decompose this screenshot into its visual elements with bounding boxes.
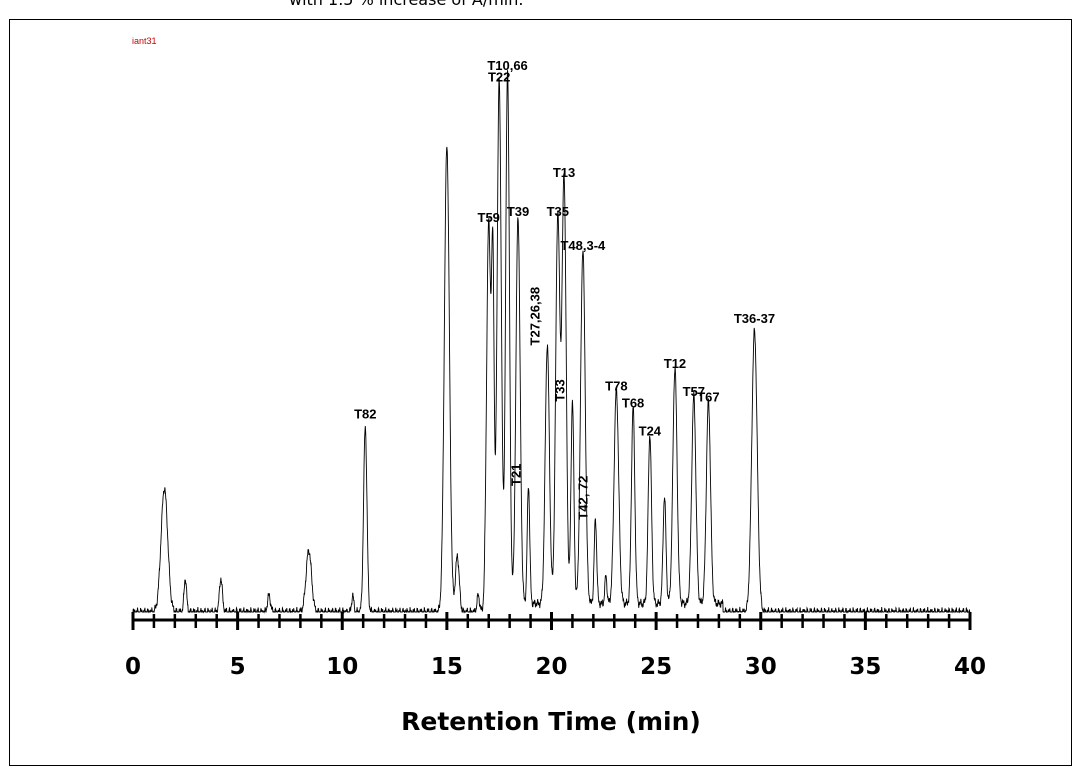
x-axis-title: Retention Time (min) [401,707,701,736]
peak-label: T22 [488,69,510,84]
peak-label: T57 [683,384,705,399]
x-tick-label: 10 [326,654,358,680]
x-tick-label: 35 [849,654,881,680]
peak-label: T42, 72 [575,476,590,520]
peak-label: T35 [547,204,569,219]
peak-label: T21 [508,464,523,486]
x-tick-label: 30 [745,654,777,680]
peak-label: T10,66 [487,58,527,73]
x-tick-label: 40 [954,654,986,680]
peak-label: T39 [507,204,529,219]
peak-label: T33 [552,379,567,401]
x-tick-label: 0 [125,654,141,680]
peak-label: T82 [354,407,376,422]
header-text: with 1.5 % increase of A/min. [289,0,523,9]
peak-label: T78 [605,378,627,393]
corner-label: iant31 [132,36,157,46]
peak-label: T67 [697,390,719,405]
x-tick-label: 25 [640,654,672,680]
peak-label: T48,3-4 [560,238,606,253]
trace-layer [132,70,971,614]
peak-label: T24 [639,423,662,438]
x-axis: 0 5 10 15 20 25 30 35 40 [125,612,986,680]
peak-label: T12 [664,356,686,371]
peak-label: T27,26,38 [527,287,542,346]
x-tick-label: 5 [230,654,246,680]
peak-label: T68 [622,395,644,410]
x-tick-label: 15 [431,654,463,680]
peak-label: T13 [553,165,575,180]
chart-frame [9,19,1072,766]
peak-label: T59 [478,210,500,225]
chromatogram-trace [132,70,971,614]
peak-label: T36-37 [734,311,775,326]
x-tick-label: 20 [535,654,567,680]
